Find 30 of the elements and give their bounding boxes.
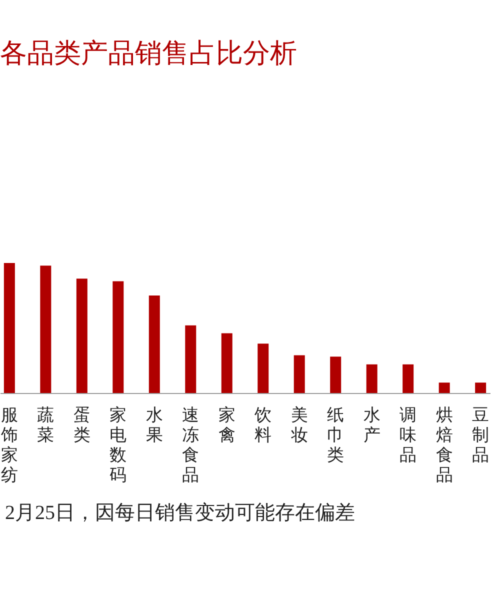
- x-tick-label: 速冻食品: [182, 406, 200, 484]
- bar: [221, 333, 232, 393]
- bar: [438, 382, 450, 393]
- x-tick-label: 水果: [146, 406, 163, 444]
- x-tick-label: 水产: [363, 406, 380, 444]
- bar: [258, 344, 269, 393]
- bar: [330, 356, 342, 393]
- x-tick-label: 蔬菜: [37, 406, 54, 444]
- bar: [76, 278, 88, 393]
- bar: [475, 382, 486, 393]
- x-tick-label: 蛋类: [73, 406, 90, 444]
- bar: [4, 263, 15, 393]
- x-tick-label: 家禽: [218, 406, 236, 444]
- bar: [294, 355, 305, 393]
- text: 2月25日，因每日销售变动可能存在偏差: [5, 502, 355, 524]
- x-tick-label: 豆制品: [472, 406, 490, 464]
- bar: [112, 281, 124, 393]
- x-tick-label: 家电数码: [110, 406, 127, 484]
- bar: [40, 266, 52, 393]
- bar: [185, 325, 196, 393]
- chart-title: 各品类产品销售占比分析: [0, 38, 297, 68]
- x-tick-label: 调味品: [400, 406, 417, 464]
- x-tick-label: 纸巾类: [327, 406, 344, 464]
- bar: [148, 296, 160, 393]
- bar: [366, 364, 378, 393]
- x-tick-label: 饮料: [254, 406, 272, 444]
- x-tick-label: 美妆: [290, 406, 308, 444]
- x-tick-label: 服饰家纺: [0, 406, 18, 484]
- bar: [402, 364, 414, 393]
- x-tick-label: 烘焙食品: [436, 406, 453, 484]
